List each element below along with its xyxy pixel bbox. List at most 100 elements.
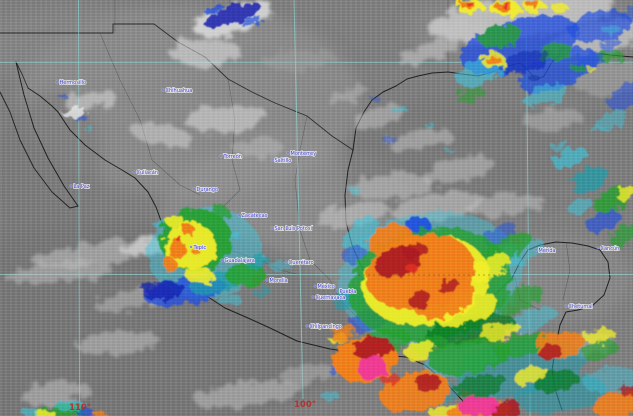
- cloud-blob: [353, 105, 403, 131]
- storm-blob: [381, 373, 399, 385]
- storm-blob: [568, 10, 632, 42]
- city-label: San Luis Potosí: [275, 225, 313, 232]
- city-dot: [564, 304, 568, 308]
- storm-blob: [455, 86, 485, 104]
- storm-blob: [253, 287, 271, 297]
- storm-blob: [192, 249, 200, 255]
- storm-blob: [478, 24, 522, 48]
- storm-blob: [206, 206, 230, 222]
- cloud-blob: [169, 37, 241, 67]
- longitude-label: 100°: [294, 400, 316, 410]
- city-label: Puebla: [340, 289, 357, 295]
- storm-blob: [470, 253, 510, 283]
- storm-blob: [76, 408, 94, 416]
- storm-blob: [405, 264, 419, 272]
- city-dot: [192, 187, 196, 191]
- storm-blob: [584, 328, 616, 344]
- storm-blob: [620, 8, 633, 20]
- city-dot: [189, 245, 193, 249]
- cloud-blob: [76, 331, 160, 355]
- city-dot: [335, 289, 339, 293]
- city-label: Chilpancingo: [310, 324, 342, 330]
- storm-blob: [402, 242, 428, 260]
- cloud-blob: [397, 39, 459, 65]
- storm-blob: [408, 291, 432, 309]
- storm-blob: [485, 55, 501, 65]
- storm-blob: [501, 2, 509, 8]
- storm-blob: [393, 106, 407, 114]
- city-label: Querétaro: [289, 259, 314, 266]
- storm-blob: [415, 373, 441, 393]
- storm-blob: [571, 64, 585, 72]
- city-labels-layer: Hermosillo Chihuahua Torreón MonterreySalti…: [55, 79, 620, 330]
- storm-blob: [478, 323, 522, 339]
- storm-blob: [370, 96, 380, 100]
- cloud-blob: [523, 109, 583, 131]
- city-label: Cancún: [601, 245, 620, 252]
- storm-blob: [141, 280, 185, 300]
- storm-blob: [357, 355, 387, 381]
- cloud-blob: [183, 103, 267, 133]
- city-dot: [313, 284, 317, 288]
- storm-blob: [83, 125, 93, 131]
- storm-blob: [437, 278, 459, 294]
- longitude-label: 110°: [69, 403, 91, 413]
- city-label: Zacatecas: [242, 213, 268, 219]
- city-dot: [55, 80, 59, 84]
- storm-blob: [574, 52, 606, 68]
- storm-blob: [21, 408, 39, 416]
- storm-blob: [163, 258, 177, 272]
- cloud-blob: [348, 173, 432, 199]
- cloud-blob: [193, 380, 303, 408]
- city-dot: [219, 154, 223, 158]
- storm-blob: [436, 292, 498, 328]
- city-label: Durango: [197, 187, 219, 193]
- city-dot: [305, 324, 309, 328]
- city-label: Guadalajara: [225, 258, 255, 264]
- cloud-blob: [465, 194, 545, 216]
- storm-blob: [176, 236, 182, 242]
- storm-blob: [571, 166, 609, 194]
- city-label: Hermosillo: [60, 80, 87, 86]
- storm-blob: [428, 336, 512, 376]
- city-label: Monterrey: [291, 151, 317, 157]
- city-dot: [534, 248, 538, 252]
- city-label: Tepic: [193, 245, 207, 251]
- cloud-blob: [3, 262, 113, 284]
- baja-california-east-coast: [15, 61, 79, 207]
- city-label: Chetumal: [569, 304, 593, 310]
- storm-blob: [341, 216, 379, 250]
- city-dot: [311, 295, 315, 299]
- cloud-blob: [326, 86, 370, 104]
- storm-blob: [619, 384, 633, 396]
- storm-blob: [330, 324, 356, 342]
- storm-blob: [551, 140, 569, 150]
- storm-blob: [73, 115, 87, 121]
- storm-blob: [521, 83, 569, 107]
- city-label: Morelia: [270, 278, 288, 284]
- storm-blob: [352, 336, 392, 360]
- cloud-blob: [264, 49, 336, 71]
- storm-blob: [591, 126, 605, 134]
- storm-blob: [240, 16, 262, 26]
- storm-blob: [226, 263, 266, 287]
- city-label: Culiacán: [137, 169, 158, 176]
- storm-blob: [62, 106, 86, 118]
- city-label: Mérida: [539, 247, 556, 254]
- cloud-blob: [388, 128, 452, 152]
- storm-blob: [567, 197, 593, 215]
- longitude-labels-layer: 110° 100°: [69, 400, 316, 413]
- cloud-blob: [232, 139, 284, 157]
- storm-blob: [458, 395, 498, 416]
- city-dot: [596, 246, 600, 250]
- grid-meridian: [78, 0, 80, 404]
- storm-blob: [495, 332, 549, 358]
- storm-blob: [603, 25, 621, 35]
- city-label: Chihuahua: [166, 88, 193, 94]
- storm-blob: [553, 146, 587, 170]
- storm-blob: [526, 0, 540, 8]
- storm-blob: [454, 374, 508, 398]
- baja-california-west-coast: [0, 91, 79, 209]
- storm-blob: [57, 94, 67, 98]
